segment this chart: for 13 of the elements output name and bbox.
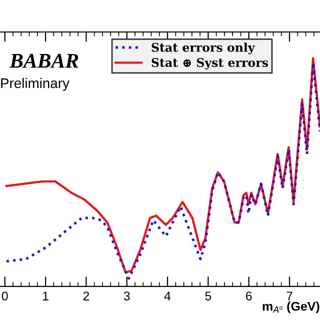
x-tick-label: 5 xyxy=(205,292,212,300)
annotation: BABAR xyxy=(9,54,78,68)
legend-label: Stat ⊕ Syst errors xyxy=(152,58,268,70)
x-tick-label: 4 xyxy=(164,292,171,300)
legend-label: Stat errors only xyxy=(152,42,256,54)
x-tick-label: 3 xyxy=(124,292,130,300)
x-tick-label: 1 xyxy=(43,292,48,300)
annotation: Preliminary xyxy=(1,78,70,91)
x-tick-label: 0 xyxy=(2,292,8,300)
x-tick-label: 6 xyxy=(246,292,252,300)
x-tick-label: 2 xyxy=(83,292,90,300)
x-axis-title: m$_{A⁰}$ (GeV) xyxy=(262,302,320,314)
x-tick-label: 7 xyxy=(286,292,292,300)
